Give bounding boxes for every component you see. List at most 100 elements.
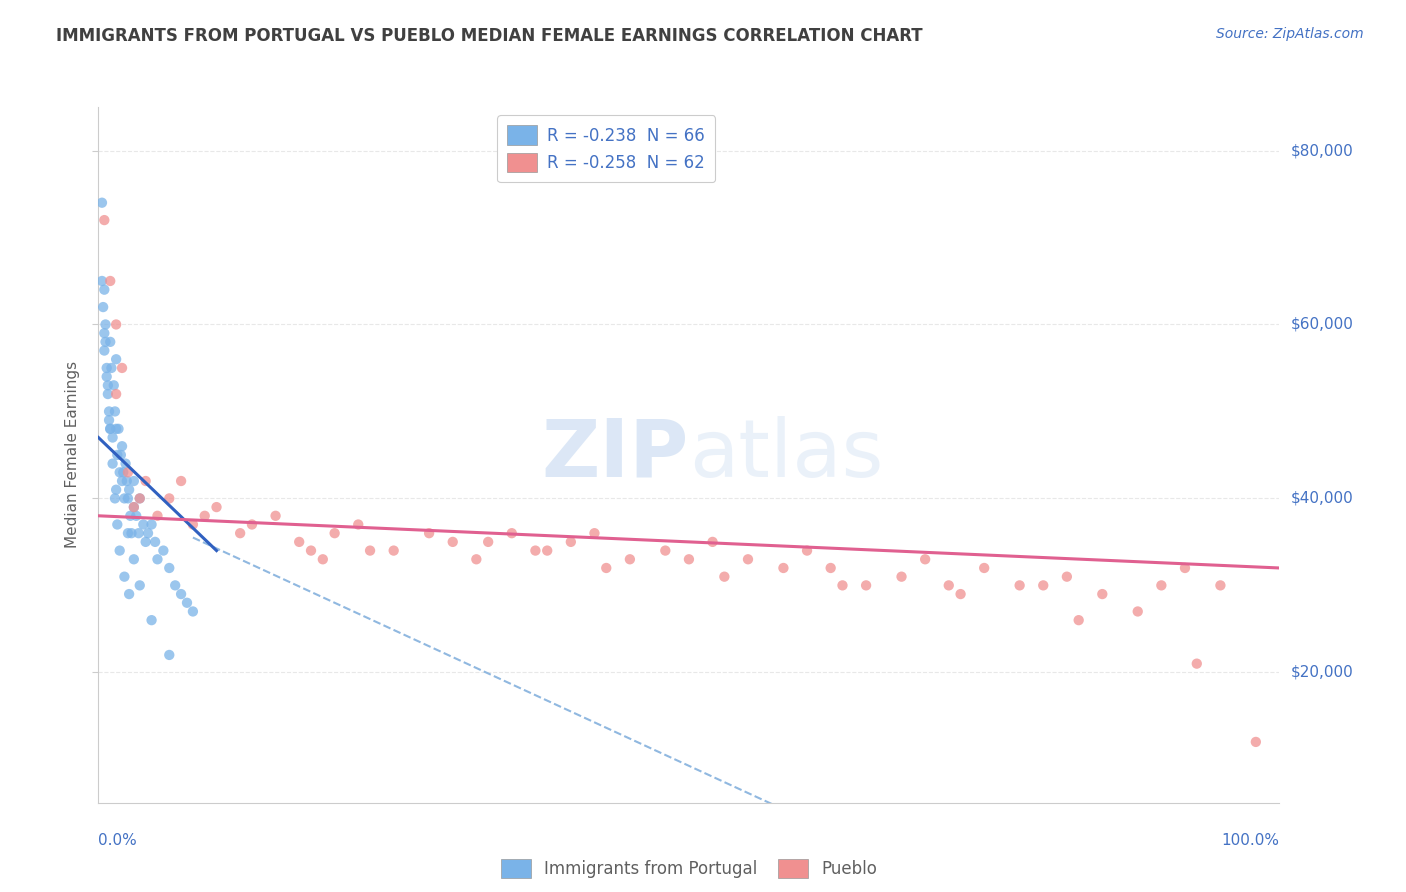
Point bbox=[737, 552, 759, 566]
Point bbox=[973, 561, 995, 575]
Point bbox=[1067, 613, 1090, 627]
Point bbox=[477, 534, 499, 549]
Point bbox=[112, 491, 135, 506]
Point bbox=[96, 361, 118, 376]
Point bbox=[938, 578, 960, 592]
Point bbox=[949, 587, 972, 601]
Point bbox=[152, 543, 174, 558]
Point bbox=[105, 422, 128, 436]
Point bbox=[120, 508, 142, 523]
Point bbox=[93, 213, 115, 227]
Point bbox=[240, 517, 263, 532]
Point bbox=[101, 430, 124, 444]
Point bbox=[104, 491, 127, 506]
Point bbox=[299, 543, 322, 558]
Point bbox=[105, 448, 128, 462]
Point bbox=[264, 508, 287, 523]
Point bbox=[122, 500, 145, 514]
Point bbox=[94, 318, 117, 332]
Point bbox=[93, 283, 115, 297]
Point bbox=[1056, 570, 1078, 584]
Point bbox=[347, 517, 370, 532]
Text: ZIP: ZIP bbox=[541, 416, 689, 494]
Point bbox=[91, 195, 114, 210]
Point bbox=[165, 578, 187, 592]
Point bbox=[1126, 605, 1149, 619]
Point bbox=[176, 596, 198, 610]
Point bbox=[98, 413, 121, 427]
Point bbox=[229, 526, 252, 541]
Point bbox=[418, 526, 440, 541]
Point bbox=[91, 274, 114, 288]
Point bbox=[101, 457, 124, 471]
Point bbox=[105, 318, 128, 332]
Point bbox=[146, 552, 169, 566]
Point bbox=[112, 570, 135, 584]
Point bbox=[1174, 561, 1197, 575]
Point bbox=[1091, 587, 1114, 601]
Point bbox=[93, 326, 115, 340]
Point bbox=[115, 474, 138, 488]
Point bbox=[1150, 578, 1173, 592]
Text: 100.0%: 100.0% bbox=[1222, 833, 1279, 848]
Point bbox=[181, 517, 204, 532]
Point bbox=[98, 274, 121, 288]
Point bbox=[194, 508, 217, 523]
Point bbox=[855, 578, 877, 592]
Point bbox=[359, 543, 381, 558]
Y-axis label: Median Female Earnings: Median Female Earnings bbox=[65, 361, 80, 549]
Point bbox=[890, 570, 912, 584]
Point bbox=[91, 300, 114, 314]
Point bbox=[117, 466, 139, 480]
Point bbox=[105, 483, 128, 497]
Point bbox=[323, 526, 346, 541]
Point bbox=[1209, 578, 1232, 592]
Point bbox=[105, 517, 128, 532]
Point bbox=[654, 543, 676, 558]
Point bbox=[94, 334, 117, 349]
Point bbox=[121, 526, 143, 541]
Point bbox=[772, 561, 794, 575]
Point bbox=[465, 552, 488, 566]
Point bbox=[128, 491, 150, 506]
Point bbox=[122, 500, 145, 514]
Point bbox=[312, 552, 335, 566]
Point bbox=[143, 534, 166, 549]
Point bbox=[441, 534, 464, 549]
Point bbox=[128, 526, 150, 541]
Text: IMMIGRANTS FROM PORTUGAL VS PUEBLO MEDIAN FEMALE EARNINGS CORRELATION CHART: IMMIGRANTS FROM PORTUGAL VS PUEBLO MEDIA… bbox=[56, 27, 922, 45]
Point bbox=[98, 334, 121, 349]
Point bbox=[111, 439, 134, 453]
Point bbox=[100, 361, 122, 376]
Point bbox=[117, 491, 139, 506]
Point bbox=[111, 474, 134, 488]
Point bbox=[536, 543, 558, 558]
Point bbox=[1008, 578, 1031, 592]
Point bbox=[914, 552, 936, 566]
Point bbox=[136, 526, 159, 541]
Text: $80,000: $80,000 bbox=[1291, 143, 1354, 158]
Point bbox=[146, 508, 169, 523]
Point bbox=[595, 561, 617, 575]
Point bbox=[93, 343, 115, 358]
Text: Source: ZipAtlas.com: Source: ZipAtlas.com bbox=[1216, 27, 1364, 41]
Point bbox=[524, 543, 547, 558]
Point bbox=[122, 552, 145, 566]
Point bbox=[108, 466, 131, 480]
Point bbox=[108, 543, 131, 558]
Text: $40,000: $40,000 bbox=[1291, 491, 1354, 506]
Point bbox=[501, 526, 523, 541]
Point bbox=[117, 526, 139, 541]
Point bbox=[1185, 657, 1208, 671]
Point bbox=[114, 457, 136, 471]
Point bbox=[98, 422, 121, 436]
Point bbox=[118, 483, 141, 497]
Point bbox=[181, 605, 204, 619]
Point bbox=[105, 387, 128, 401]
Point bbox=[125, 508, 148, 523]
Point bbox=[678, 552, 700, 566]
Point bbox=[702, 534, 724, 549]
Point bbox=[98, 404, 121, 418]
Point bbox=[97, 378, 120, 392]
Point bbox=[128, 491, 150, 506]
